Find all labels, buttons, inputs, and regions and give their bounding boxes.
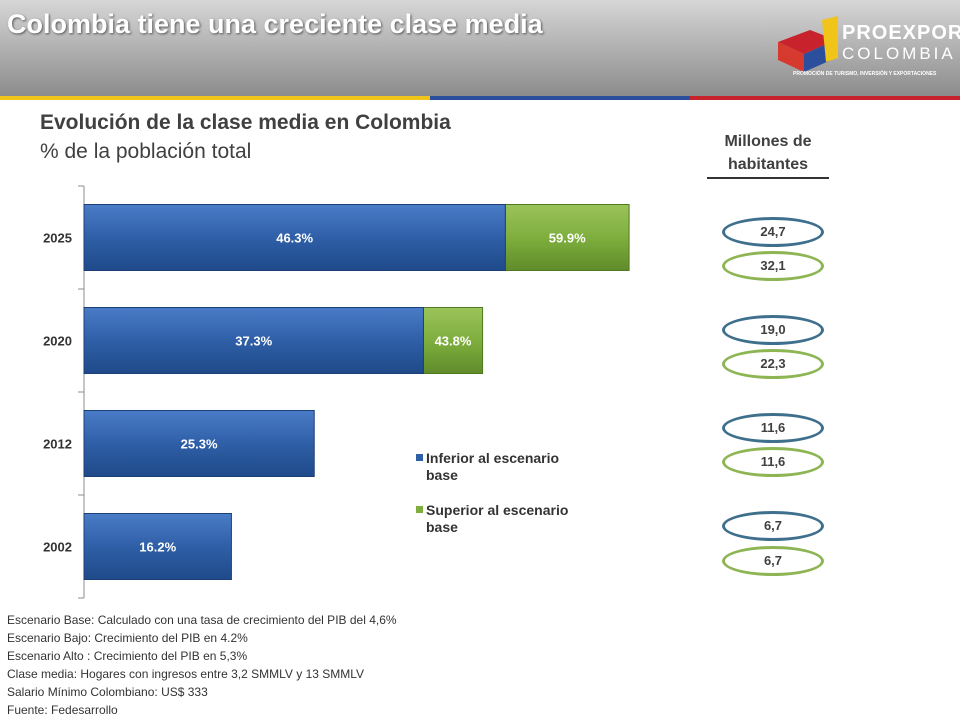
- color-stripe-blue: [430, 96, 690, 100]
- logo-subname: COLOMBIA: [842, 44, 956, 63]
- y-tick-label: 2012: [43, 437, 72, 452]
- pill-2020-high: 22,3: [722, 349, 824, 379]
- logo-name: PROEXPORT: [842, 22, 960, 44]
- millones-header-line1: Millones de: [724, 133, 812, 150]
- pill-2002-high: 6,7: [722, 546, 824, 576]
- bar-superior: [422, 307, 484, 374]
- chart-subtitle: % de la población total: [40, 140, 252, 163]
- pill-2012-high: 11,6: [722, 447, 824, 477]
- chart-title: Evolución de la clase media en Colombia: [40, 111, 451, 134]
- y-tick-label: 2020: [43, 334, 72, 349]
- pill-2025-low: 24,7: [722, 217, 824, 247]
- pill-2020-low: 19,0: [722, 315, 824, 345]
- legend-swatch: [416, 454, 423, 461]
- logo-tagline: PROMOCIÓN DE TURISMO, INVERSIÓN Y EXPORT…: [793, 71, 937, 77]
- bar-inferior: [83, 410, 315, 477]
- proexport-logo-icon: [778, 16, 838, 72]
- y-tick-label: 2025: [43, 231, 72, 246]
- bar-inferior: [83, 307, 424, 374]
- y-tick-label: 2002: [43, 540, 72, 555]
- footnote-line: Clase media: Hogares con ingresos entre …: [7, 667, 365, 681]
- pill-2025-high: 32,1: [722, 251, 824, 281]
- footnote-line: Salario Mínimo Colombiano: US$ 333: [7, 685, 208, 699]
- footnote-line: Fuente: Fedesarrollo: [7, 703, 118, 717]
- bar-superior: [504, 204, 630, 271]
- footnote-line: Escenario Alto : Crecimiento del PIB en …: [7, 649, 248, 663]
- data-label-superior: 59.9%: [549, 231, 586, 246]
- data-label-inferior: 37.3%: [235, 334, 272, 349]
- color-stripe-yellow: [0, 96, 430, 100]
- color-stripe-red: [690, 96, 960, 100]
- data-label-inferior: 25.3%: [181, 437, 218, 452]
- data-label-superior: 43.8%: [435, 334, 472, 349]
- legend-swatch: [416, 506, 423, 513]
- footnotes: Escenario Base: Calculado con una tasa d…: [7, 611, 397, 719]
- page-title: Colombia tiene una creciente clase media: [7, 9, 543, 39]
- pill-2002-low: 6,7: [722, 511, 824, 541]
- footnote-line: Escenario Base: Calculado con una tasa d…: [7, 613, 397, 627]
- data-label-inferior: 16.2%: [139, 540, 176, 555]
- bar-inferior: [83, 513, 232, 580]
- legend-label: Inferior al escenario base: [426, 450, 559, 483]
- legend-label: Superior al escenario base: [426, 502, 568, 535]
- millones-underline: [707, 177, 829, 179]
- bar-inferior: [83, 204, 506, 271]
- pill-2012-low: 11,6: [722, 413, 824, 443]
- millones-header-line2: habitantes: [727, 156, 808, 173]
- footnote-line: Escenario Bajo: Crecimiento del PIB en 4…: [7, 631, 248, 645]
- millones-header: Millones de habitantes: [706, 130, 830, 176]
- data-label-inferior: 46.3%: [276, 231, 313, 246]
